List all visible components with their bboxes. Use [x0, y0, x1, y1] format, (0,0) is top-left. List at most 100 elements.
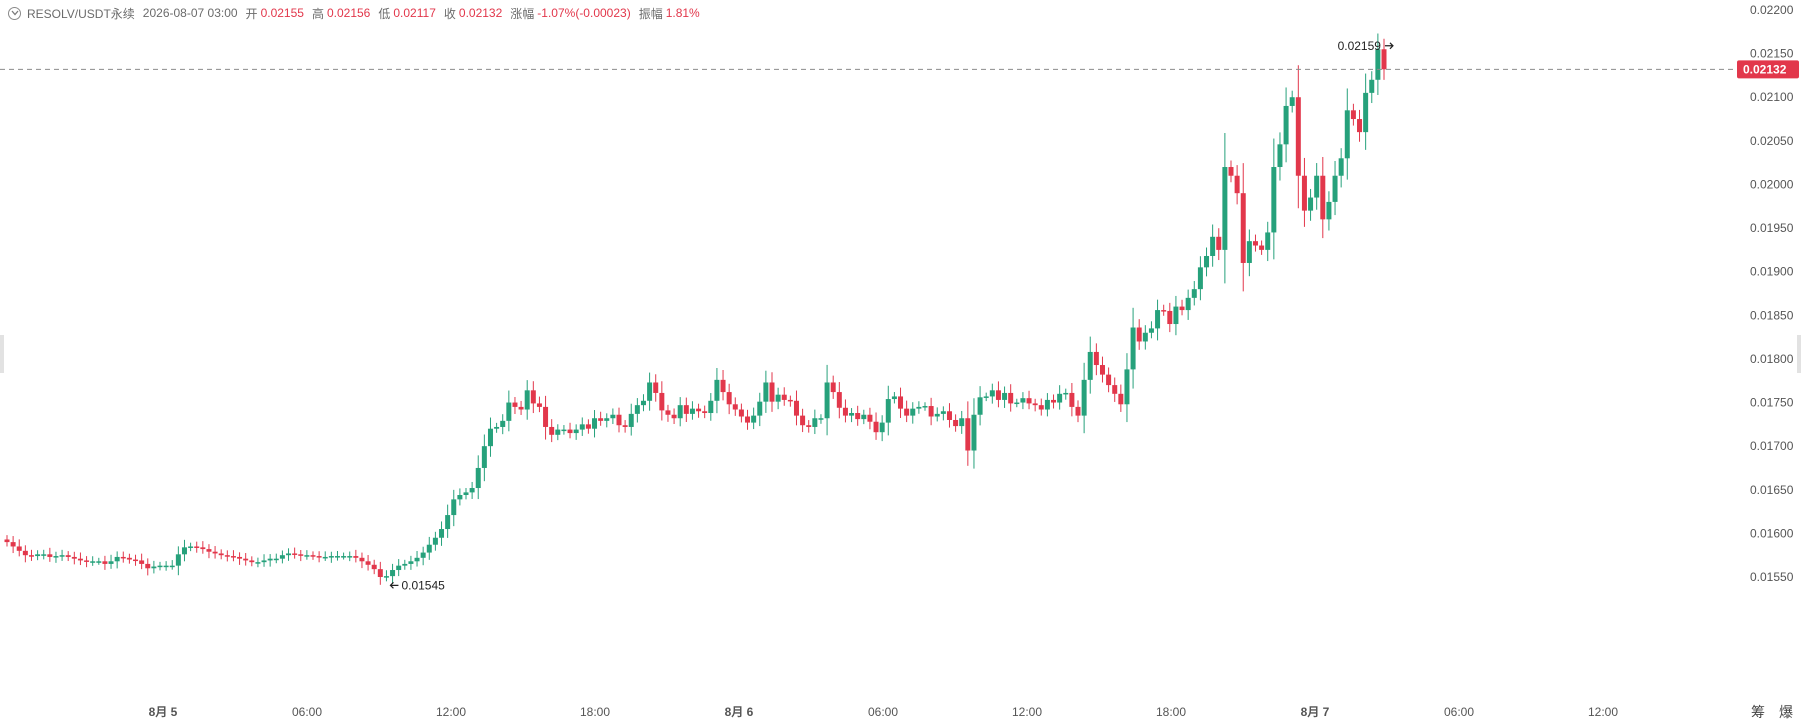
- candle-body: [10, 542, 16, 547]
- candle-body: [353, 556, 359, 558]
- candle-body: [53, 556, 59, 558]
- candle-body: [255, 562, 261, 564]
- candle-body: [1228, 167, 1234, 176]
- candle-body: [273, 558, 279, 561]
- candle-body: [512, 402, 518, 407]
- candle-body: [1087, 351, 1093, 380]
- candle-body: [940, 411, 946, 414]
- candle-body: [830, 382, 836, 393]
- candle-body: [738, 409, 744, 417]
- candle-body: [1369, 79, 1375, 93]
- low-value: 0.02117: [393, 6, 436, 20]
- y-tick-label: 0.01950: [1750, 221, 1794, 235]
- candle-body: [371, 564, 377, 570]
- candle-body: [506, 402, 512, 421]
- close-value: 0.02132: [458, 6, 503, 20]
- candle-body: [1240, 193, 1246, 263]
- candle-body: [959, 418, 965, 427]
- chip-distribution-button[interactable]: 筹: [1751, 704, 1765, 720]
- candle-body: [983, 396, 989, 398]
- candle-body: [432, 537, 438, 545]
- candle-body: [206, 549, 212, 552]
- candle-body: [671, 414, 677, 419]
- candle-body: [163, 565, 169, 568]
- candle-body: [84, 560, 90, 562]
- candle-body: [47, 554, 53, 557]
- candle-body: [1063, 392, 1069, 395]
- candle-body: [1057, 393, 1063, 403]
- x-tick-label: 06:00: [292, 705, 322, 719]
- candle-body: [995, 390, 1001, 400]
- candle-body: [194, 546, 200, 548]
- open-value: 0.02155: [260, 6, 304, 20]
- y-tick-label: 0.01600: [1750, 526, 1794, 540]
- candle-body: [1283, 105, 1289, 145]
- candle-body: [861, 414, 867, 420]
- x-tick-label: 12:00: [436, 705, 466, 719]
- candle-body: [4, 539, 10, 543]
- candle-body: [1185, 297, 1191, 311]
- candle-body: [879, 422, 885, 433]
- candle-body: [1044, 399, 1050, 410]
- candle-body: [775, 394, 781, 402]
- candle-body: [579, 424, 585, 430]
- candle-body: [249, 560, 255, 563]
- candle-body: [316, 556, 322, 558]
- candle-body: [102, 561, 108, 564]
- candle-body: [1381, 49, 1387, 70]
- candle-body: [549, 426, 555, 435]
- candle-body: [181, 547, 187, 555]
- candle-body: [1357, 119, 1363, 133]
- candle-body: [243, 558, 249, 561]
- candle-body: [1271, 167, 1277, 233]
- candle-body: [677, 405, 683, 419]
- candle-body: [139, 560, 145, 564]
- candle-body: [218, 553, 224, 556]
- candle-body: [1252, 241, 1258, 246]
- candle-body: [304, 555, 310, 557]
- candle-body: [175, 554, 181, 566]
- left-resize-handle[interactable]: [0, 335, 4, 373]
- candle-body: [322, 556, 328, 559]
- candle-body: [1179, 306, 1185, 311]
- low-label: 低: [378, 6, 391, 21]
- candle-body: [647, 382, 653, 401]
- candle-body: [720, 379, 726, 393]
- candle-body: [1308, 197, 1314, 211]
- candle-body: [1106, 374, 1112, 386]
- max-arrow-icon: [1384, 42, 1394, 50]
- candle-body: [1032, 403, 1038, 406]
- collapse-legend-icon[interactable]: [8, 6, 21, 20]
- candle-body: [1148, 328, 1154, 333]
- candle-body: [71, 556, 77, 559]
- candle-body: [585, 424, 591, 429]
- right-resize-handle[interactable]: [1797, 335, 1801, 373]
- candle-body: [1338, 158, 1344, 176]
- candle-body: [965, 418, 971, 451]
- candle-body: [494, 426, 500, 429]
- x-tick-label: 12:00: [1012, 705, 1042, 719]
- candle-body: [445, 515, 451, 530]
- candle-body: [133, 559, 139, 562]
- candle-body: [310, 555, 316, 557]
- candle-body: [463, 492, 469, 496]
- high-value: 0.02156: [326, 6, 371, 20]
- candle-body: [1093, 351, 1099, 366]
- candle-body: [1350, 110, 1356, 120]
- candle-body: [230, 556, 236, 558]
- candle-body: [763, 382, 769, 402]
- liquidation-button[interactable]: 爆: [1779, 704, 1793, 720]
- candle-body: [573, 429, 579, 434]
- candle-body: [188, 546, 194, 548]
- y-tick-label: 0.01800: [1750, 352, 1794, 366]
- candle-body: [261, 560, 267, 563]
- candle-body: [787, 399, 793, 402]
- candle-body: [414, 557, 420, 562]
- candle-body: [726, 392, 732, 405]
- candle-body: [543, 406, 549, 427]
- candle-body: [653, 382, 659, 393]
- y-tick-label: 0.02050: [1750, 134, 1794, 148]
- candle-body: [946, 411, 952, 420]
